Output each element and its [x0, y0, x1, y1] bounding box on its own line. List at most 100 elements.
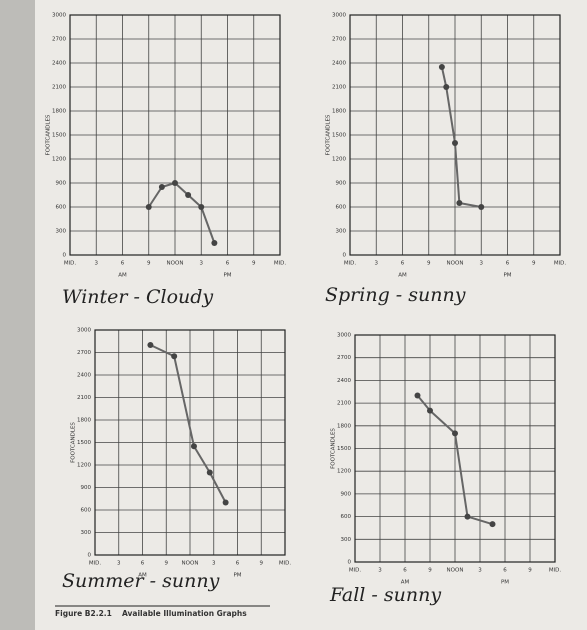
x-tick-label: 9 — [532, 261, 536, 267]
data-point — [438, 64, 445, 70]
data-point — [171, 353, 178, 360]
y-tick-label: 3000 — [77, 328, 91, 334]
x-tick-label: 6 — [226, 261, 230, 267]
x-tick-label: 9 — [528, 568, 532, 574]
x-tick-label: 3 — [375, 261, 379, 267]
data-point — [211, 240, 218, 246]
data-point — [145, 204, 152, 210]
x-tick-label: 3 — [95, 261, 99, 267]
x-axis-label: AM — [398, 273, 407, 279]
x-tick-label: 6 — [401, 261, 405, 267]
y-tick-label: 300 — [56, 229, 67, 235]
y-tick-label: 2700 — [77, 350, 91, 356]
y-tick-label: 900 — [81, 485, 92, 491]
caption-text: Available Illumination Graphs — [122, 609, 247, 618]
x-axis-label: PM — [223, 273, 231, 279]
x-tick-label: 3 — [478, 568, 482, 574]
y-tick-label: 1500 — [52, 133, 66, 139]
data-point — [452, 430, 458, 437]
x-tick-label: 3 — [117, 561, 121, 567]
y-tick-label: 900 — [336, 181, 347, 187]
x-tick-label: MID. — [349, 568, 362, 574]
x-tick-label: 9 — [165, 561, 169, 567]
y-tick-label: 0 — [348, 560, 352, 566]
y-tick-label: 3000 — [332, 13, 346, 19]
y-tick-label: 1500 — [337, 446, 351, 452]
y-axis-label: FOOTCANDLES — [71, 422, 77, 463]
x-tick-label: MID. — [554, 261, 567, 267]
y-tick-label: 0 — [343, 253, 347, 259]
x-axis-label: PM — [501, 580, 509, 586]
x-tick-label: 9 — [428, 568, 432, 574]
binding-edge — [0, 0, 35, 630]
x-tick-label: 6 — [503, 568, 507, 574]
y-tick-label: 2100 — [332, 85, 346, 91]
data-point — [185, 192, 192, 198]
x-tick-label: 3 — [212, 561, 216, 567]
x-tick-label: 6 — [236, 561, 240, 567]
caption-number: Figure B2.2.1 — [55, 609, 112, 618]
y-tick-label: 2100 — [337, 401, 351, 407]
data-point — [198, 204, 205, 210]
y-axis-label: FOOTCANDLES — [326, 114, 332, 155]
y-tick-label: 600 — [341, 514, 352, 520]
data-point — [456, 200, 463, 206]
x-tick-label: NOON — [447, 261, 464, 267]
y-tick-label: 1200 — [52, 157, 66, 163]
y-tick-label: 2400 — [52, 61, 66, 67]
y-tick-label: 0 — [88, 553, 92, 559]
y-tick-label: 3000 — [52, 13, 66, 19]
data-point — [452, 140, 458, 146]
data-point — [443, 84, 450, 90]
x-tick-label: 3 — [200, 261, 204, 267]
data-point — [222, 499, 229, 506]
data-point — [158, 184, 165, 190]
y-tick-label: 1800 — [52, 109, 66, 115]
x-tick-label: MID. — [64, 261, 77, 267]
y-tick-label: 2400 — [337, 378, 351, 384]
x-tick-label: 9 — [147, 261, 151, 267]
y-tick-label: 3000 — [337, 333, 351, 339]
y-tick-label: 600 — [56, 205, 67, 211]
x-axis-label: AM — [118, 273, 127, 279]
y-tick-label: 2400 — [332, 61, 346, 67]
chart-title: Winter - Cloudy — [62, 286, 213, 308]
y-tick-label: 1500 — [332, 133, 346, 139]
chart-title: Fall - sunny — [329, 584, 441, 606]
x-tick-label: MID. — [89, 561, 102, 567]
y-tick-label: 2700 — [332, 37, 346, 43]
chart-title: Summer - sunny — [62, 570, 220, 592]
plot-frame — [349, 14, 561, 256]
y-tick-label: 300 — [341, 537, 352, 543]
y-tick-label: 1800 — [332, 109, 346, 115]
data-point — [414, 392, 421, 399]
y-tick-label: 0 — [63, 253, 67, 259]
y-tick-label: 1200 — [332, 157, 346, 163]
plot-frame — [354, 334, 556, 563]
x-axis-label: AM — [138, 573, 147, 579]
plot-frame — [94, 329, 286, 556]
y-tick-label: 600 — [81, 508, 92, 514]
x-tick-label: 6 — [141, 561, 145, 567]
y-axis-label: FOOTCANDLES — [46, 114, 52, 155]
plot-frame — [69, 14, 281, 256]
x-tick-label: 9 — [427, 261, 431, 267]
x-tick-label: MID. — [344, 261, 357, 267]
x-tick-label: 9 — [252, 261, 256, 267]
data-point — [172, 180, 178, 186]
y-tick-label: 300 — [336, 229, 347, 235]
x-tick-label: 3 — [480, 261, 484, 267]
x-axis-label: PM — [503, 273, 511, 279]
y-tick-label: 1800 — [337, 423, 351, 429]
x-tick-label: 6 — [121, 261, 125, 267]
x-tick-label: MID. — [279, 561, 292, 567]
data-point — [489, 521, 496, 528]
y-tick-label: 300 — [81, 530, 92, 536]
x-tick-label: NOON — [182, 561, 199, 567]
y-tick-label: 2400 — [77, 373, 91, 379]
y-tick-label: 1200 — [337, 469, 351, 475]
chart-title: Spring - sunny — [325, 284, 466, 306]
y-tick-label: 2100 — [77, 395, 91, 401]
